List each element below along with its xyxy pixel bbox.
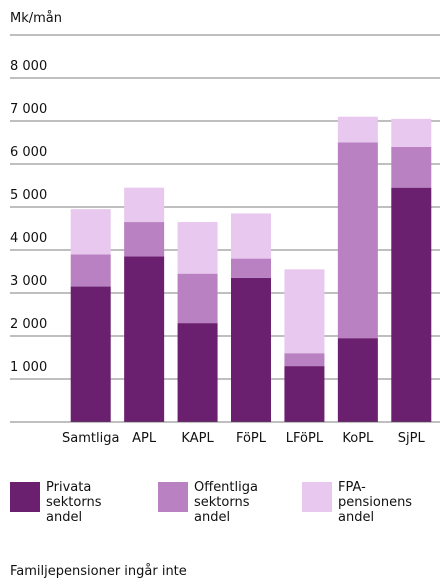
legend-item: Offentliga sektorns andel (158, 480, 272, 525)
bar-segment (284, 353, 325, 367)
legend-label: Offentliga sektorns andel (194, 480, 258, 525)
y-tick-label: 6 000 (10, 145, 47, 160)
bar-segment (177, 323, 218, 422)
legend: Privata sektorns andel Offentliga sektorn… (0, 470, 445, 540)
y-tick-label: 1 000 (10, 360, 47, 375)
bar-segment (177, 222, 218, 274)
bar-segment (124, 256, 165, 422)
bar-segment (284, 366, 325, 422)
bar-segment (124, 187, 165, 223)
legend-swatch (302, 482, 332, 512)
bar-segment (284, 269, 325, 354)
legend-item: FPA-pensionens andel (302, 480, 416, 525)
y-tick-label: 8 000 (10, 59, 47, 74)
bar-segment (391, 146, 432, 188)
x-tick-label: KoPL (342, 431, 374, 446)
x-tick-label: FöPL (236, 431, 267, 446)
x-tick-label: SjPL (398, 431, 426, 446)
bar-segment (70, 286, 111, 422)
y-tick-label: 4 000 (10, 231, 47, 246)
bar-segment (337, 116, 378, 143)
y-tick-label: 3 000 (10, 274, 47, 289)
bar-segment (231, 277, 271, 422)
x-tick-label: Samtliga (62, 431, 119, 446)
y-tick-label: 7 000 (10, 102, 47, 117)
bar-segment (177, 273, 218, 324)
legend-item: Privata sektorns andel (10, 480, 124, 525)
bar-segment (391, 118, 432, 147)
y-tick-label: 2 000 (10, 317, 47, 332)
bar-segment (124, 222, 165, 257)
legend-label: FPA-pensionens andel (338, 480, 413, 525)
x-tick-label: KAPL (181, 431, 214, 446)
legend-swatch (10, 482, 40, 512)
footnote: Familjepensioner ingår inte (10, 564, 187, 579)
legend-swatch (158, 482, 188, 512)
bar-segment (391, 187, 432, 422)
chart: Mk/mån 1 000 2 000 3 000 4 000 5 000 6 000 7 0… (10, 11, 440, 446)
bar-segment (231, 213, 271, 259)
y-axis-label: Mk/mån (10, 11, 62, 26)
x-tick-label: APL (132, 431, 157, 446)
bar-segment (70, 254, 111, 287)
y-tick-label: 5 000 (10, 188, 47, 203)
x-tick-label: LFöPL (286, 431, 324, 446)
legend-label: Privata sektorns andel (46, 480, 102, 525)
bar-segment (337, 338, 378, 422)
bar-segment (337, 142, 378, 339)
bar-segment (231, 258, 271, 278)
bar-segment (70, 209, 111, 255)
